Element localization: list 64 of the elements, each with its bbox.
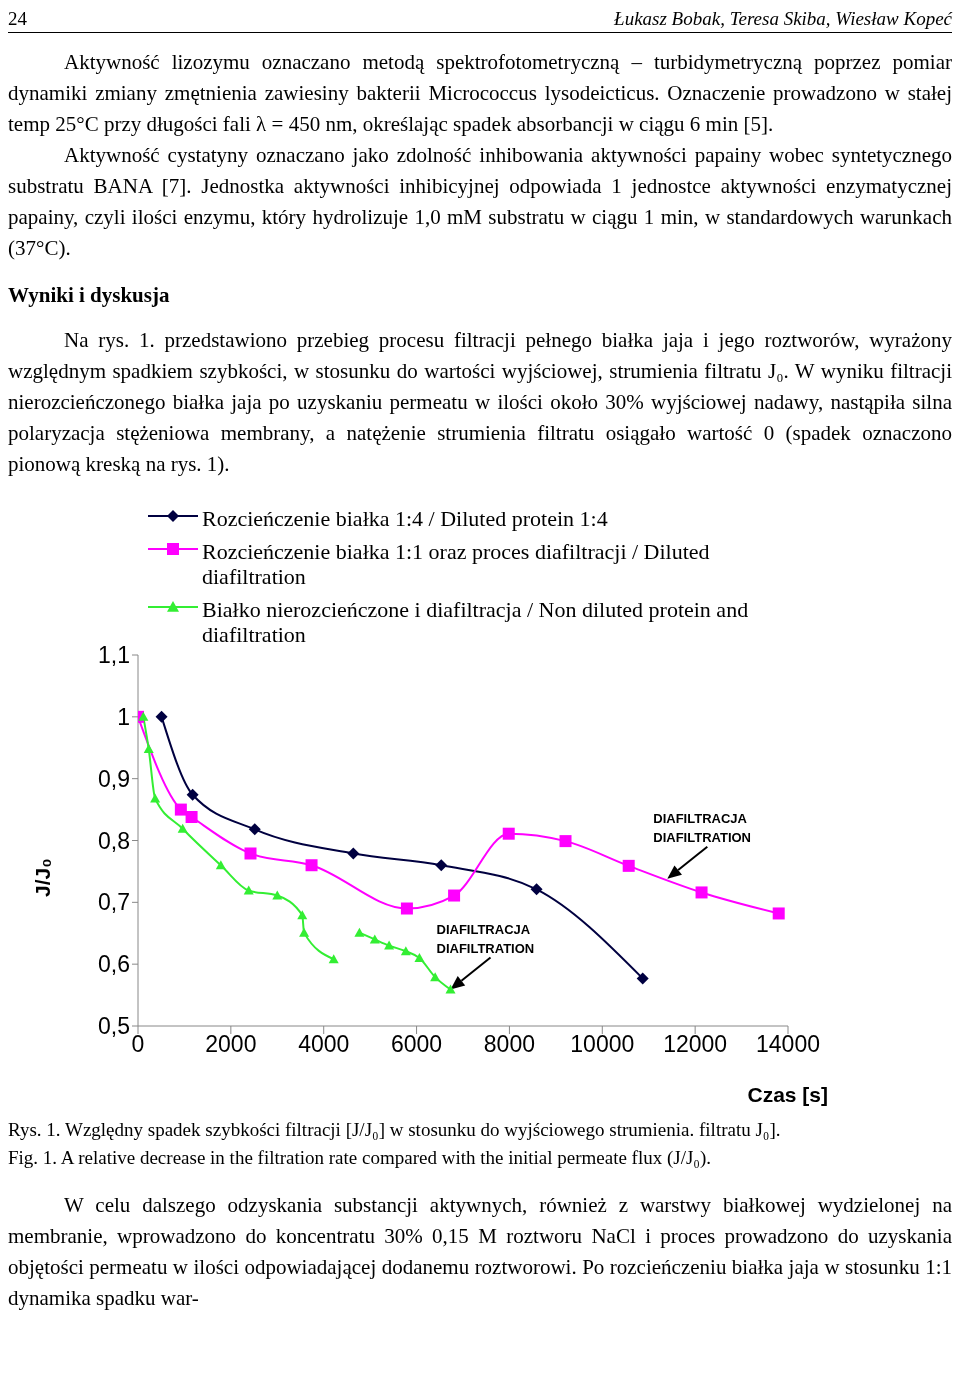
point (328, 954, 339, 964)
point (297, 910, 308, 920)
text: 24 (8, 8, 27, 29)
y-tick-label: 0,7 (98, 889, 130, 916)
caption: Fig. 1. A relative decrease in the filtration rate compared with the initial permeate flux (J/J₀). (8, 1147, 712, 1168)
point (502, 827, 515, 840)
text: Na rys. 1. przedstawiono przebieg procesu filtracji pełnego białka jaja i jego roztworów, wyrażony względnym spadkiem szybkości, w stosunku do wartości wyjściowej, strumienia filtratu J₀. W wyniku filtracji nierozcieńczonego białka jaja po uzyskaniu permeatu w ilości około 30% wyjściowej nadawy, nastąpiła silna polaryzacja stężeniowa membrany, a natężenie strumienia filtratu osiągało wartość 0 (spadek oznaczono pionową kreską na rys. 1). (8, 328, 952, 476)
point (347, 847, 360, 860)
y-tick-label: 0,5 (98, 1013, 130, 1040)
text: Aktywność lizozymu oznaczano metodą spektrofotometryczną – turbidymetryczną poprzez pomiar dynamiki zmiany zmętnienia zawiesiny bakterii Micrococcus lysodeicticus. Oznaczenie prowadzono w stałej temp 25°C przy długości fali λ = 450 nm, określając spadek absorbancji w ciągu 6 min [5]. (8, 50, 952, 136)
point (299, 927, 310, 937)
annotation: DIAFILTRACJA DIAFILTRATION (653, 810, 752, 845)
point (248, 823, 261, 836)
text: Wyniki i dyskusja (8, 283, 170, 307)
annotation: DIAFILTRACJA DIAFILTRATION (436, 921, 535, 956)
point (400, 946, 411, 956)
text: Aktywność cystatyny oznaczano jako zdolność inhibowania aktywności papainy wobec syntetycznego substratu BANA [7]. Jednostka aktywności inhibicyjnej odpowiada 1 jednostce aktywności enzymatycznej papainy, czyli ilości enzymu, który hydrolizuje 1,0 mM substratu w ciągu 1 min, w standardowych warunkach (37°C). (8, 143, 952, 260)
legend-label: Białko nierozcieńczone i diafiltracja / Non diluted protein and diafiltration (202, 597, 749, 647)
x-tick-label: 8000 (483, 1031, 536, 1058)
x-axis-title: Czas [s] (747, 1083, 828, 1106)
point (384, 940, 395, 950)
point (244, 847, 257, 860)
x-tick-label: 0 (131, 1031, 145, 1058)
point (138, 711, 149, 721)
point (414, 952, 425, 962)
x-tick-label: 4000 (298, 1031, 350, 1058)
point (177, 823, 188, 833)
point (143, 743, 154, 753)
point (530, 883, 543, 896)
text: Rys. 1. Względny spadek szybkości filtracji [J/J₀] w stosunku do wyjściowego strumienia. filtratu J₀]. (8, 1119, 781, 1140)
point (622, 859, 635, 872)
point (559, 835, 572, 848)
x-tick-label: 14000 (756, 1031, 820, 1058)
point (430, 972, 441, 982)
y-tick-label: 1 (117, 704, 130, 730)
point (772, 907, 785, 920)
point (448, 889, 461, 902)
y-tick-label: 1,1 (98, 642, 130, 669)
x-tick-label: 2000 (205, 1031, 257, 1058)
point (695, 886, 708, 899)
point (305, 859, 318, 872)
point (185, 811, 198, 823)
text: Łukasz Bobak, Teresa Skiba, Wiesław Kopeć (614, 8, 952, 29)
point (400, 902, 413, 915)
y-tick-label: 0,6 (98, 951, 130, 978)
point (354, 927, 365, 937)
point (155, 710, 168, 723)
point (435, 859, 448, 872)
y-tick-label: 0,9 (98, 765, 130, 792)
point (243, 885, 254, 895)
point (445, 984, 456, 994)
legend-label: Rozcieńczenie białka 1:4 / Diluted protein 1:4 (202, 506, 608, 531)
x-tick-label: 12000 (663, 1031, 728, 1058)
y-axis-title: J/J₀ (31, 858, 54, 897)
x-tick-label: 10000 (570, 1031, 635, 1058)
point (215, 860, 226, 870)
legend-label: Rozcieńczenie białka 1:1 oraz proces diafiltracji / Diluted diafiltration (202, 539, 710, 589)
text: W celu dalszego odzyskania substancji aktywnych, również z warstwy białkowej wydzielonej na membranie, wprowadzono do koncentratu 30% 0,15 M roztworu NaCl i proces prowadzono do uzyskania objętości permeatu w ilości odpowiadającej dodanemu roztworowi. Po rozcieńczeniu białka jaja w stosunku 1:1 dynamika spadku war- (8, 1193, 952, 1310)
point (272, 890, 283, 900)
point (636, 972, 649, 985)
x-tick-label: 6000 (390, 1031, 443, 1058)
y-tick-label: 0,8 (98, 827, 130, 854)
point (174, 803, 187, 816)
point (186, 788, 199, 801)
